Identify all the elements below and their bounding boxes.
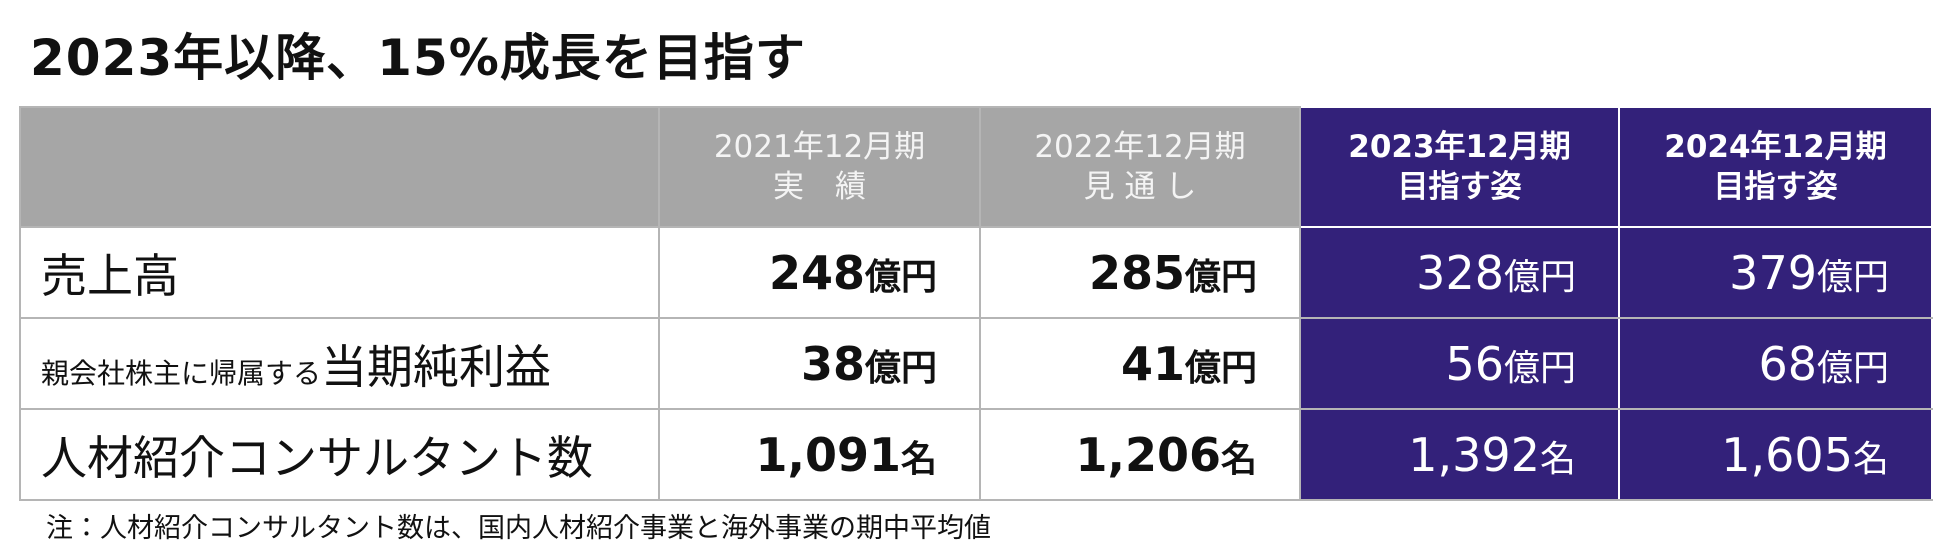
value-cell: 285億円	[979, 226, 1301, 319]
unit: 億円	[1816, 256, 1889, 298]
value: 285	[1088, 245, 1185, 300]
row-label-main: 売上高	[41, 248, 179, 303]
unit: 名	[900, 438, 937, 480]
unit: 名	[1539, 438, 1576, 480]
value-cell: 379億円	[1618, 226, 1933, 319]
value: 38	[800, 336, 865, 391]
unit: 億円	[1816, 347, 1889, 389]
row-label-main: 当期純利益	[321, 339, 552, 394]
value: 379	[1729, 245, 1817, 300]
value: 68	[1758, 336, 1817, 391]
footnote: 注：人材紹介コンサルタント数は、国内人材紹介事業と海外事業の期中平均値	[46, 513, 991, 544]
row-label: 親会社株主に帰属する当期純利益	[19, 317, 660, 410]
row: 売上高 248億円 285億円 328億円 379億円	[19, 226, 1933, 319]
value: 41	[1120, 336, 1185, 391]
unit: 名	[1220, 438, 1257, 480]
row-label-main: 人材紹介コンサルタント数	[41, 430, 593, 485]
row-label-prefix: 親会社株主に帰属する	[41, 356, 322, 390]
value-cell: 68億円	[1618, 317, 1933, 410]
column-header: 2022年12月期見 通 し	[979, 106, 1301, 228]
unit: 名	[1852, 438, 1889, 480]
unit: 億円	[1184, 347, 1257, 389]
column-kind: 見 通 し	[1083, 169, 1197, 205]
value: 1,206	[1075, 427, 1221, 482]
header-cell	[19, 106, 660, 228]
value: 1,091	[755, 427, 901, 482]
column-period: 2023年12月期	[1348, 129, 1571, 165]
value-cell: 56億円	[1299, 317, 1620, 410]
value-cell: 41億円	[979, 317, 1301, 410]
value-cell: 328億円	[1299, 226, 1620, 319]
column-period: 2022年12月期	[1034, 129, 1246, 165]
title: 2023年以降、15%成長を目指す	[30, 29, 806, 87]
column-period: 2024年12月期	[1664, 129, 1887, 165]
column-period: 2021年12月期	[713, 129, 926, 165]
value-cell: 248億円	[658, 226, 981, 319]
row: 人材紹介コンサルタント数 1,091名 1,206名 1,392名 1,605名	[19, 408, 1933, 501]
value: 1,392	[1408, 427, 1540, 482]
column-kind: 目指す姿	[1397, 169, 1522, 205]
unit: 億円	[1184, 256, 1257, 298]
column-header: 2023年12月期 目指す姿	[1299, 106, 1620, 228]
value-cell: 1,206名	[979, 408, 1301, 501]
value: 1,605	[1721, 427, 1853, 482]
value: 56	[1445, 336, 1504, 391]
column-kind: 目指す姿	[1713, 169, 1838, 205]
unit: 億円	[864, 347, 937, 389]
header-row: 2021年12月期実 績 2022年12月期見 通 し 2023年12月期 目指す姿 2…	[19, 106, 1933, 228]
value-cell: 1,091名	[658, 408, 981, 501]
unit: 億円	[864, 256, 937, 298]
unit: 億円	[1503, 347, 1576, 389]
value: 248	[768, 245, 865, 300]
value-cell: 1,605名	[1618, 408, 1933, 501]
value-cell: 38億円	[658, 317, 981, 410]
row-label: 売上高	[19, 226, 660, 319]
value-cell: 1,392名	[1299, 408, 1620, 501]
unit: 億円	[1503, 256, 1576, 298]
value: 328	[1416, 245, 1504, 300]
column-kind: 実 績	[773, 169, 866, 205]
row: 親会社株主に帰属する当期純利益 38億円 41億円 56億円 68億円	[19, 317, 1933, 410]
column-header: 2021年12月期実 績	[658, 106, 981, 228]
row-label: 人材紹介コンサルタント数	[19, 408, 660, 501]
column-header: 2024年12月期 目指す姿	[1618, 106, 1933, 228]
table: 2021年12月期実 績 2022年12月期見 通 し 2023年12月期 目指す姿 2…	[19, 106, 1933, 501]
